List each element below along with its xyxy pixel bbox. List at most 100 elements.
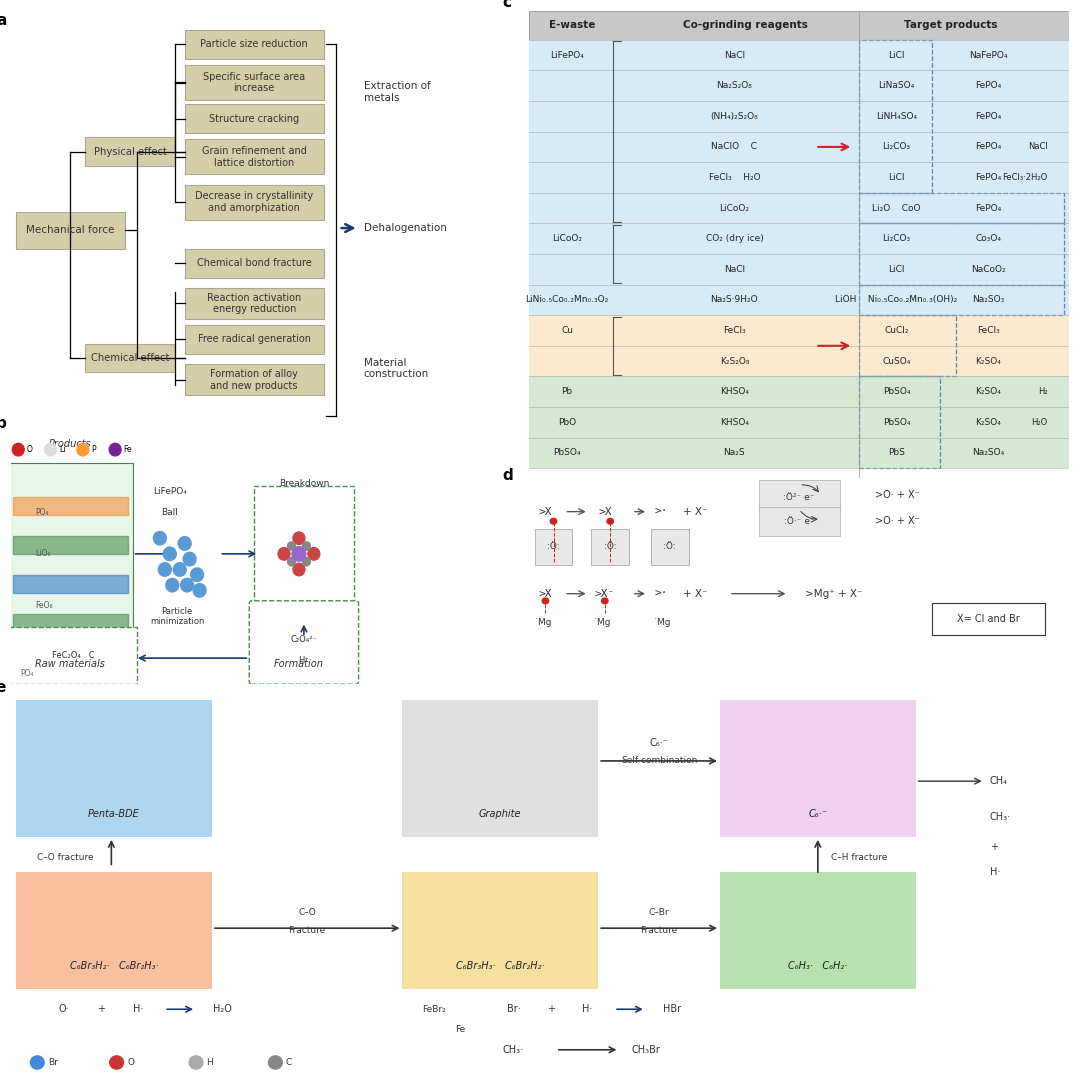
Text: ̇Mg: ̇Mg <box>598 618 611 627</box>
Text: Na₂SO₃: Na₂SO₃ <box>972 295 1004 304</box>
Circle shape <box>153 531 166 545</box>
Text: Fracture: Fracture <box>288 926 326 935</box>
Text: H₂O: H₂O <box>1031 418 1048 427</box>
Text: :Ö:: :Ö: <box>548 542 559 551</box>
Text: H·: H· <box>582 1005 593 1014</box>
Text: FePO₄: FePO₄ <box>975 81 1001 90</box>
Text: FePO₄: FePO₄ <box>975 142 1001 151</box>
Text: Li₂O    CoO: Li₂O CoO <box>873 203 920 213</box>
Text: CH₃·: CH₃· <box>503 1045 524 1055</box>
Text: Pb: Pb <box>562 388 572 396</box>
FancyBboxPatch shape <box>535 529 572 565</box>
Text: FeCl₃: FeCl₃ <box>976 326 1000 334</box>
Text: +: + <box>990 842 998 853</box>
Text: LiFePO₄: LiFePO₄ <box>550 51 584 60</box>
Text: CO₂ (dry ice): CO₂ (dry ice) <box>705 235 764 243</box>
Text: C: C <box>286 1058 293 1066</box>
Text: Formation of alloy
and new products: Formation of alloy and new products <box>211 369 298 391</box>
Circle shape <box>602 598 608 604</box>
Text: C₆·⁻: C₆·⁻ <box>650 738 669 748</box>
Circle shape <box>193 583 206 597</box>
Circle shape <box>293 532 305 544</box>
Circle shape <box>302 557 310 566</box>
Text: + X⁻: + X⁻ <box>684 589 707 598</box>
Text: Br: Br <box>48 1058 57 1066</box>
Circle shape <box>191 568 203 581</box>
Text: CH₄: CH₄ <box>990 776 1008 786</box>
FancyBboxPatch shape <box>16 212 125 249</box>
Text: Self-combination: Self-combination <box>621 757 698 766</box>
Text: e: e <box>0 680 5 695</box>
Text: LiFePO₄: LiFePO₄ <box>153 487 187 496</box>
Text: KHSO₄: KHSO₄ <box>720 388 748 396</box>
Text: H⁺: H⁺ <box>298 656 309 666</box>
Text: >·: >· <box>654 507 669 517</box>
Text: (NH₄)₂S₂O₈: (NH₄)₂S₂O₈ <box>711 112 758 121</box>
Circle shape <box>184 553 197 566</box>
Text: FeBr₂: FeBr₂ <box>422 1005 446 1013</box>
Text: Na₂S: Na₂S <box>724 449 745 457</box>
Text: X= Cl and Br: X= Cl and Br <box>957 615 1020 624</box>
Text: Ball: Ball <box>161 507 178 517</box>
FancyBboxPatch shape <box>759 480 840 509</box>
Text: CuCl₂: CuCl₂ <box>885 326 908 334</box>
FancyBboxPatch shape <box>529 315 1069 377</box>
Text: NaClO    C: NaClO C <box>712 142 757 151</box>
Text: Grain refinement and
lattice distortion: Grain refinement and lattice distortion <box>202 147 307 167</box>
Circle shape <box>607 518 613 525</box>
Text: E-waste: E-waste <box>550 21 595 30</box>
FancyBboxPatch shape <box>249 601 359 684</box>
Text: C₆H₃·   C₆H₂·: C₆H₃· C₆H₂· <box>788 961 848 971</box>
Text: Raw materials: Raw materials <box>36 658 106 669</box>
Text: CH₃·: CH₃· <box>990 811 1011 822</box>
Text: C–O: C–O <box>298 909 316 918</box>
FancyBboxPatch shape <box>185 30 324 59</box>
Text: Graphite: Graphite <box>480 809 522 819</box>
Text: HBr: HBr <box>663 1005 681 1014</box>
Text: >O· + X⁻: >O· + X⁻ <box>875 490 919 500</box>
Text: LiNH₄SO₄: LiNH₄SO₄ <box>876 112 917 121</box>
Text: Physical effect: Physical effect <box>94 147 166 156</box>
Text: >X: >X <box>539 507 552 517</box>
FancyBboxPatch shape <box>185 65 324 100</box>
Text: KHSO₄: KHSO₄ <box>720 418 748 427</box>
Text: LiCl: LiCl <box>888 173 905 182</box>
Text: FePO₄: FePO₄ <box>975 112 1001 121</box>
FancyBboxPatch shape <box>254 487 353 621</box>
FancyBboxPatch shape <box>592 529 629 565</box>
Text: O: O <box>127 1058 134 1066</box>
Circle shape <box>163 547 176 560</box>
Text: c: c <box>502 0 511 10</box>
Text: Li₂CO₃: Li₂CO₃ <box>882 142 910 151</box>
FancyBboxPatch shape <box>931 604 1045 634</box>
Text: C₆·⁻: C₆·⁻ <box>809 809 827 819</box>
Text: >X⁻: >X⁻ <box>595 589 615 598</box>
Text: Particle size reduction: Particle size reduction <box>201 39 308 50</box>
FancyBboxPatch shape <box>16 872 212 989</box>
Text: P: P <box>92 445 96 454</box>
FancyBboxPatch shape <box>720 872 916 989</box>
FancyBboxPatch shape <box>185 249 324 278</box>
Text: Decrease in crystallinity
and amorphization: Decrease in crystallinity and amorphizat… <box>195 191 313 213</box>
Text: LiCoO₂: LiCoO₂ <box>719 203 750 213</box>
Text: NaCl: NaCl <box>1028 142 1048 151</box>
Circle shape <box>551 518 557 525</box>
Text: LiCoO₂: LiCoO₂ <box>552 235 582 243</box>
Text: PO₄: PO₄ <box>21 669 35 679</box>
FancyBboxPatch shape <box>403 872 598 989</box>
Text: Dehalogenation: Dehalogenation <box>364 223 446 233</box>
Circle shape <box>180 579 193 592</box>
Text: C₆Br₃H₃·   C₆Br₂H₂·: C₆Br₃H₃· C₆Br₂H₂· <box>456 961 544 971</box>
Text: O·: O· <box>58 1005 69 1014</box>
Text: Chemical bond fracture: Chemical bond fracture <box>197 258 312 268</box>
Text: >X: >X <box>598 507 611 517</box>
Circle shape <box>287 542 296 551</box>
Text: ̇Mg: ̇Mg <box>658 618 671 627</box>
Text: LiOH    Ni₀.₅Co₀.₂Mn₀.₃(OH)₂: LiOH Ni₀.₅Co₀.₂Mn₀.₃(OH)₂ <box>835 295 958 304</box>
Circle shape <box>30 1056 44 1069</box>
Text: :Ö·⁻ e⁻: :Ö·⁻ e⁻ <box>784 517 814 526</box>
Text: Breakdown: Breakdown <box>279 479 329 488</box>
Text: Target products: Target products <box>904 21 997 30</box>
Text: Extraction of
metals: Extraction of metals <box>364 81 430 103</box>
Text: NaCoO₂: NaCoO₂ <box>971 265 1005 274</box>
